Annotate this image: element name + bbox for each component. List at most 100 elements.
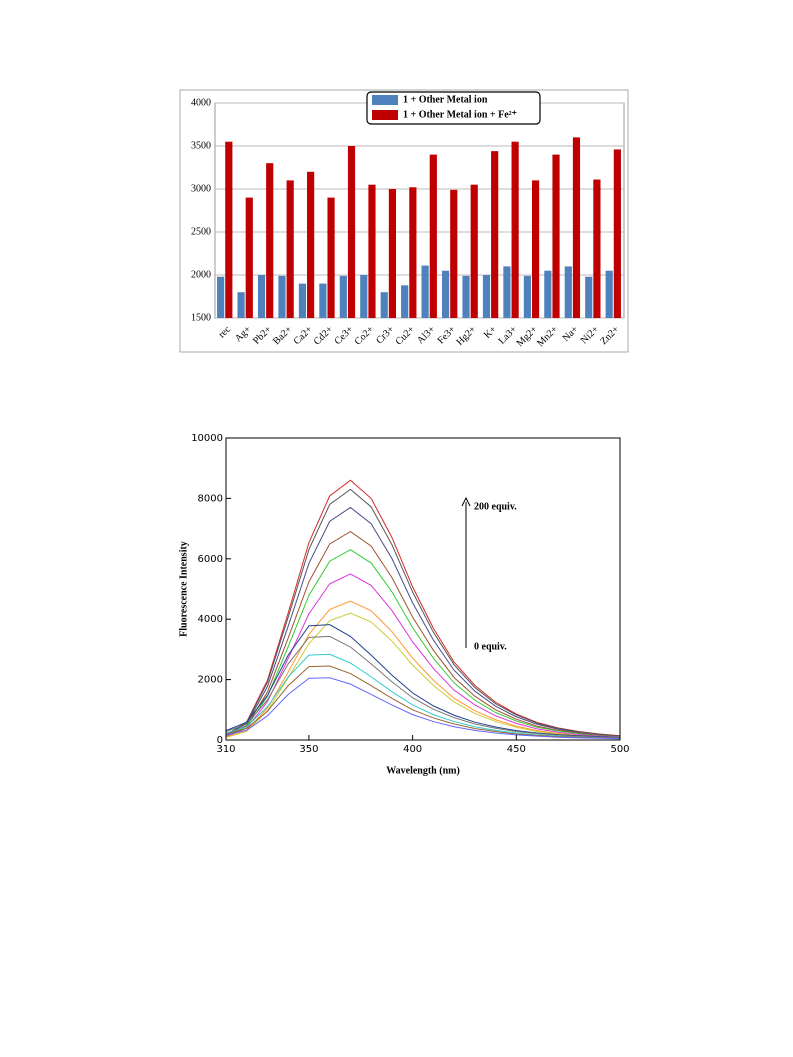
y-tick-label: 4000: [198, 614, 223, 625]
bar: [217, 276, 225, 318]
bar: [319, 283, 327, 318]
y-tick-label: 2000: [198, 675, 223, 686]
bar: [327, 197, 335, 318]
x-tick-label: Na+: [561, 324, 581, 344]
x-tick-label: Cr3+: [374, 324, 397, 347]
bar: [482, 275, 491, 318]
x-tick-label: 310: [216, 744, 235, 755]
bar: [347, 146, 356, 318]
y-tick-label: 4000: [191, 97, 211, 108]
x-tick-label: 450: [507, 744, 526, 755]
legend-label: 1 + Other Metal ion + Fe²⁺: [403, 109, 517, 120]
bar: [257, 275, 266, 318]
x-tick-label: Cu2+: [393, 324, 417, 348]
x-tick-label: Co2+: [353, 324, 377, 348]
bar: [572, 137, 581, 318]
curve: [225, 677, 621, 740]
x-tick-label: Al3+: [415, 324, 438, 347]
x-tick-label: rec: [217, 324, 234, 341]
bar: [605, 270, 613, 318]
y-tick-label: 0: [217, 735, 223, 746]
y-tick-label: 3500: [191, 140, 211, 151]
curve: [225, 549, 621, 738]
bar: [450, 189, 458, 318]
plot-area: [214, 102, 625, 319]
legend-box: [366, 91, 541, 125]
y-tick-label: 1500: [191, 312, 211, 323]
bar: [511, 141, 519, 318]
x-tick-label: Ce3+: [333, 324, 356, 347]
bar: [421, 265, 429, 318]
x-tick-label: Pb2+: [251, 324, 274, 347]
bar: [613, 149, 621, 318]
x-tick-label: Ag+: [233, 324, 254, 345]
x-tick-label: 500: [610, 744, 629, 755]
y-tick-label: 10000: [191, 433, 223, 444]
legend-label: 1 + Other Metal ion: [403, 94, 488, 105]
curve: [225, 573, 621, 738]
bar: [470, 184, 478, 318]
bar: [388, 189, 397, 318]
bar: [368, 184, 376, 318]
y-tick-label: 8000: [198, 493, 223, 504]
x-tick-label: Mg2+: [515, 324, 540, 349]
legend-swatch: [372, 95, 398, 105]
bar: [503, 266, 511, 318]
curve: [225, 624, 621, 739]
x-tick-label: 400: [403, 744, 422, 755]
x-tick-label: Zn2+: [598, 324, 621, 347]
x-tick-label: Fe3+: [436, 324, 459, 347]
annotation: 0 equiv.: [474, 641, 507, 652]
bar: [237, 292, 245, 318]
curve: [225, 600, 621, 739]
bar: [278, 275, 286, 318]
curve: [225, 531, 621, 738]
chart-frame: [179, 89, 629, 353]
x-axis-title: Wavelength (nm): [386, 765, 460, 776]
y-tick-label: 6000: [198, 554, 223, 565]
bar: [298, 283, 307, 318]
bar: [593, 179, 601, 318]
x-tick-label: Hg2+: [454, 324, 478, 348]
bar: [339, 275, 347, 318]
bar: [409, 187, 417, 318]
bar: [266, 163, 274, 318]
x-tick-label: Ca2+: [292, 324, 315, 347]
x-tick-label: Cd2+: [312, 324, 336, 348]
bar: [360, 275, 368, 318]
bar: [401, 285, 409, 318]
bar: [544, 270, 552, 318]
x-tick-label: Mn2+: [535, 324, 560, 349]
bar: [380, 292, 388, 318]
bar: [245, 197, 253, 318]
bar: [491, 151, 499, 318]
y-tick-label: 2000: [191, 269, 211, 280]
curve: [225, 635, 621, 739]
bar: [462, 275, 470, 318]
bar: [286, 180, 294, 318]
y-axis-title: Fluorescence Intensity: [178, 541, 189, 637]
annotation: 200 equiv.: [474, 501, 517, 512]
bar: [552, 154, 560, 318]
x-tick-label: 350: [299, 744, 318, 755]
bar: [564, 266, 572, 318]
arrow-head: [461, 496, 471, 507]
bar: [531, 180, 540, 318]
bar: [523, 275, 531, 318]
curve: [225, 488, 621, 737]
bar: [429, 154, 437, 318]
bar: [225, 141, 233, 318]
curve: [225, 612, 621, 739]
y-tick-label: 2500: [191, 226, 211, 237]
curve: [225, 653, 621, 739]
bar: [585, 276, 593, 318]
bar: [307, 171, 315, 318]
y-tick-label: 3000: [191, 183, 211, 194]
x-tick-label: Ni2+: [579, 324, 602, 347]
bar: [441, 270, 450, 318]
legend-swatch: [372, 110, 398, 120]
plot-area: [225, 437, 621, 741]
curve: [225, 506, 621, 737]
